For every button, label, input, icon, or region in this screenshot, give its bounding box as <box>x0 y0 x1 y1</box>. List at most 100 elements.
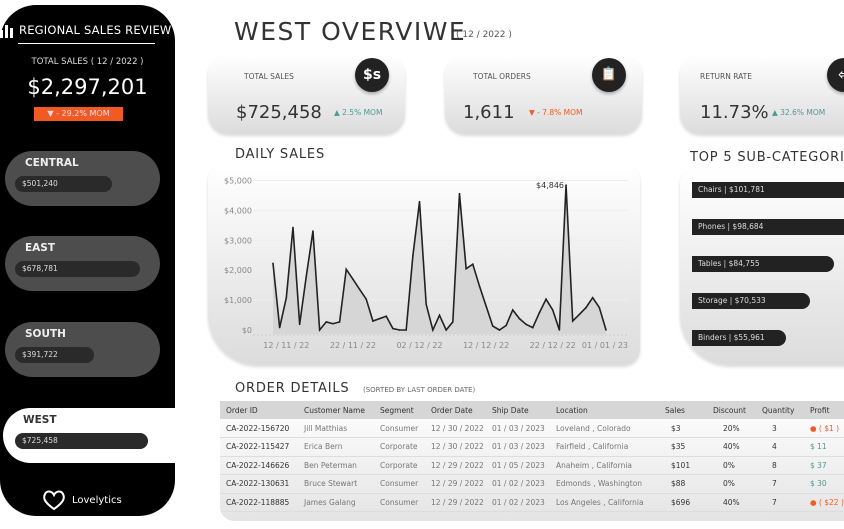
table-row[interactable]: CA-2022-118885 James Galang Consumer 12 / 2… <box>220 493 844 512</box>
data-point <box>345 268 348 271</box>
table-cell: 01 / 05 / 2023 <box>486 456 550 475</box>
table-row[interactable]: CA-2022-115427 Erica Bern Corporate 12 / 30… <box>220 437 844 457</box>
table-row[interactable]: CA-2022-156720 Jill Matthias Consumer 12 / … <box>220 419 844 438</box>
table-cell: 40% <box>707 437 756 457</box>
column-header[interactable]: Ship Date <box>486 401 550 419</box>
y-tick-label: $4,000 <box>224 206 252 215</box>
table-cell: Consumer <box>374 474 425 494</box>
kpi-label: RETURN RATE <box>700 72 753 81</box>
table-cell: Jill Matthias <box>298 419 374 438</box>
table-cell: 12 / 29 / 2022 <box>425 493 486 512</box>
region-central[interactable]: CENTRAL $501,240 <box>5 151 160 206</box>
column-header[interactable]: Order ID <box>220 401 298 419</box>
data-point <box>352 278 354 280</box>
table-cell: 01 / 03 / 2023 <box>486 419 550 438</box>
table-row[interactable]: CA-2022-146626 Ben Peterman Corporate 12 / … <box>220 456 844 475</box>
data-point <box>545 298 547 301</box>
table-cell: 40% <box>707 493 756 512</box>
data-point <box>385 315 388 318</box>
region-sales-bar: $725,458 <box>15 433 148 449</box>
table-cell: $3 <box>659 419 707 438</box>
kpi-total-orders: TOTAL ORDERS 📋 1,611 ▼ - 7.8% MOM <box>445 55 642 134</box>
order-details-title: ORDER DETAILS <box>235 381 350 396</box>
kpi-label: TOTAL SALES <box>244 72 294 81</box>
kpi-return-rate: RETURN RATE ⇦ 11.73% ▲ 32.6% MOM <box>680 55 844 134</box>
column-header[interactable]: Location <box>550 401 659 419</box>
region-sales-bar: $678,781 <box>15 261 140 277</box>
table-cell: 3 <box>756 419 804 438</box>
divider <box>18 43 155 44</box>
table-row[interactable]: CA-2022-130631 Bruce Stewart Consumer 12 / … <box>220 474 844 494</box>
data-point <box>418 200 421 203</box>
sales-area <box>273 185 606 334</box>
sales-line <box>272 185 607 333</box>
table-cell: $88 <box>659 474 707 494</box>
table-cell: 7 <box>756 493 804 512</box>
data-point <box>465 267 467 270</box>
kpi-value: 11.73% <box>700 102 769 123</box>
table-cell: 8 <box>756 456 804 475</box>
logo-text: Lovelytics <box>72 494 122 506</box>
data-point <box>558 329 561 331</box>
column-header[interactable]: Discount <box>707 401 756 419</box>
kpi-change: ▲ 32.6% MOM <box>772 108 826 117</box>
data-point <box>598 306 601 309</box>
page-title: WEST OVERVIWE <box>234 17 467 46</box>
y-tick-label: $1,000 <box>224 296 252 305</box>
table-cell: Ben Peterman <box>298 456 374 475</box>
data-point <box>438 314 441 317</box>
data-point <box>325 321 328 323</box>
table-cell: Edmonds , Washington <box>550 474 659 494</box>
bar-chart-icon <box>0 25 14 38</box>
heart-icon <box>43 490 65 511</box>
table-cell: $ 37 <box>804 456 844 475</box>
column-header[interactable]: Profit <box>804 401 844 419</box>
table-cell: Los Angeles , California <box>550 493 659 512</box>
table-cell: 0% <box>707 474 756 494</box>
kpi-value: 1,611 <box>463 102 515 123</box>
region-sales-bar: $391,722 <box>15 347 94 363</box>
sidebar: REGIONAL SALES REVIEW TOTAL SALES ( 12 /… <box>0 5 175 516</box>
data-point <box>338 321 341 323</box>
x-tick-label: 12 / 12 / 22 <box>463 341 509 350</box>
daily-sales-title: DAILY SALES <box>235 147 325 162</box>
column-header[interactable]: Customer Name <box>298 401 374 419</box>
data-point <box>452 321 454 323</box>
x-tick-label: 01 / 01 / 23 <box>582 341 628 350</box>
data-point <box>372 320 374 322</box>
region-west[interactable]: WEST $725,458 <box>3 408 175 463</box>
y-tick-label: $3,000 <box>224 236 252 245</box>
column-header[interactable]: Sales <box>659 401 707 419</box>
region-east[interactable]: EAST $678,781 <box>5 236 160 291</box>
clipboard-icon: 📋 <box>592 58 626 92</box>
data-point <box>491 325 494 327</box>
y-tick-label: $2,000 <box>224 266 252 275</box>
data-point <box>538 311 541 314</box>
top5-bar: Phones | $98,684 <box>692 219 844 235</box>
column-header[interactable]: Order Date <box>425 401 486 419</box>
table-cell: Erica Bern <box>298 437 374 457</box>
data-point <box>392 327 394 330</box>
x-tick-label: 02 / 12 / 22 <box>396 341 442 350</box>
table-cell: $101 <box>659 456 707 475</box>
data-point <box>551 309 554 311</box>
table-cell: Fairfield , California <box>550 437 659 457</box>
order-table-container: Order ID Customer Name Segment Order Date Sh… <box>220 401 844 521</box>
region-name: SOUTH <box>25 328 66 340</box>
kpi-label: TOTAL ORDERS <box>473 72 531 81</box>
data-point <box>511 309 514 311</box>
region-south[interactable]: SOUTH $391,722 <box>5 322 160 377</box>
data-point <box>445 329 447 331</box>
top5-bar: Chairs | $101,781 <box>692 182 844 198</box>
column-header[interactable]: Quantity <box>756 401 804 419</box>
data-point <box>585 306 587 309</box>
table-cell: CA-2022-156720 <box>220 419 298 438</box>
table-cell: $ 30 <box>804 474 844 494</box>
top5-title: TOP 5 SUB-CATEGORIES <box>690 150 844 165</box>
data-point <box>498 329 501 331</box>
kpi-value: $725,458 <box>236 102 322 123</box>
column-header[interactable]: Segment <box>374 401 425 419</box>
data-point <box>571 320 574 322</box>
order-details-subtitle: (SORTED BY LAST ORDER DATE) <box>363 386 476 394</box>
table-cell: James Galang <box>298 493 374 512</box>
